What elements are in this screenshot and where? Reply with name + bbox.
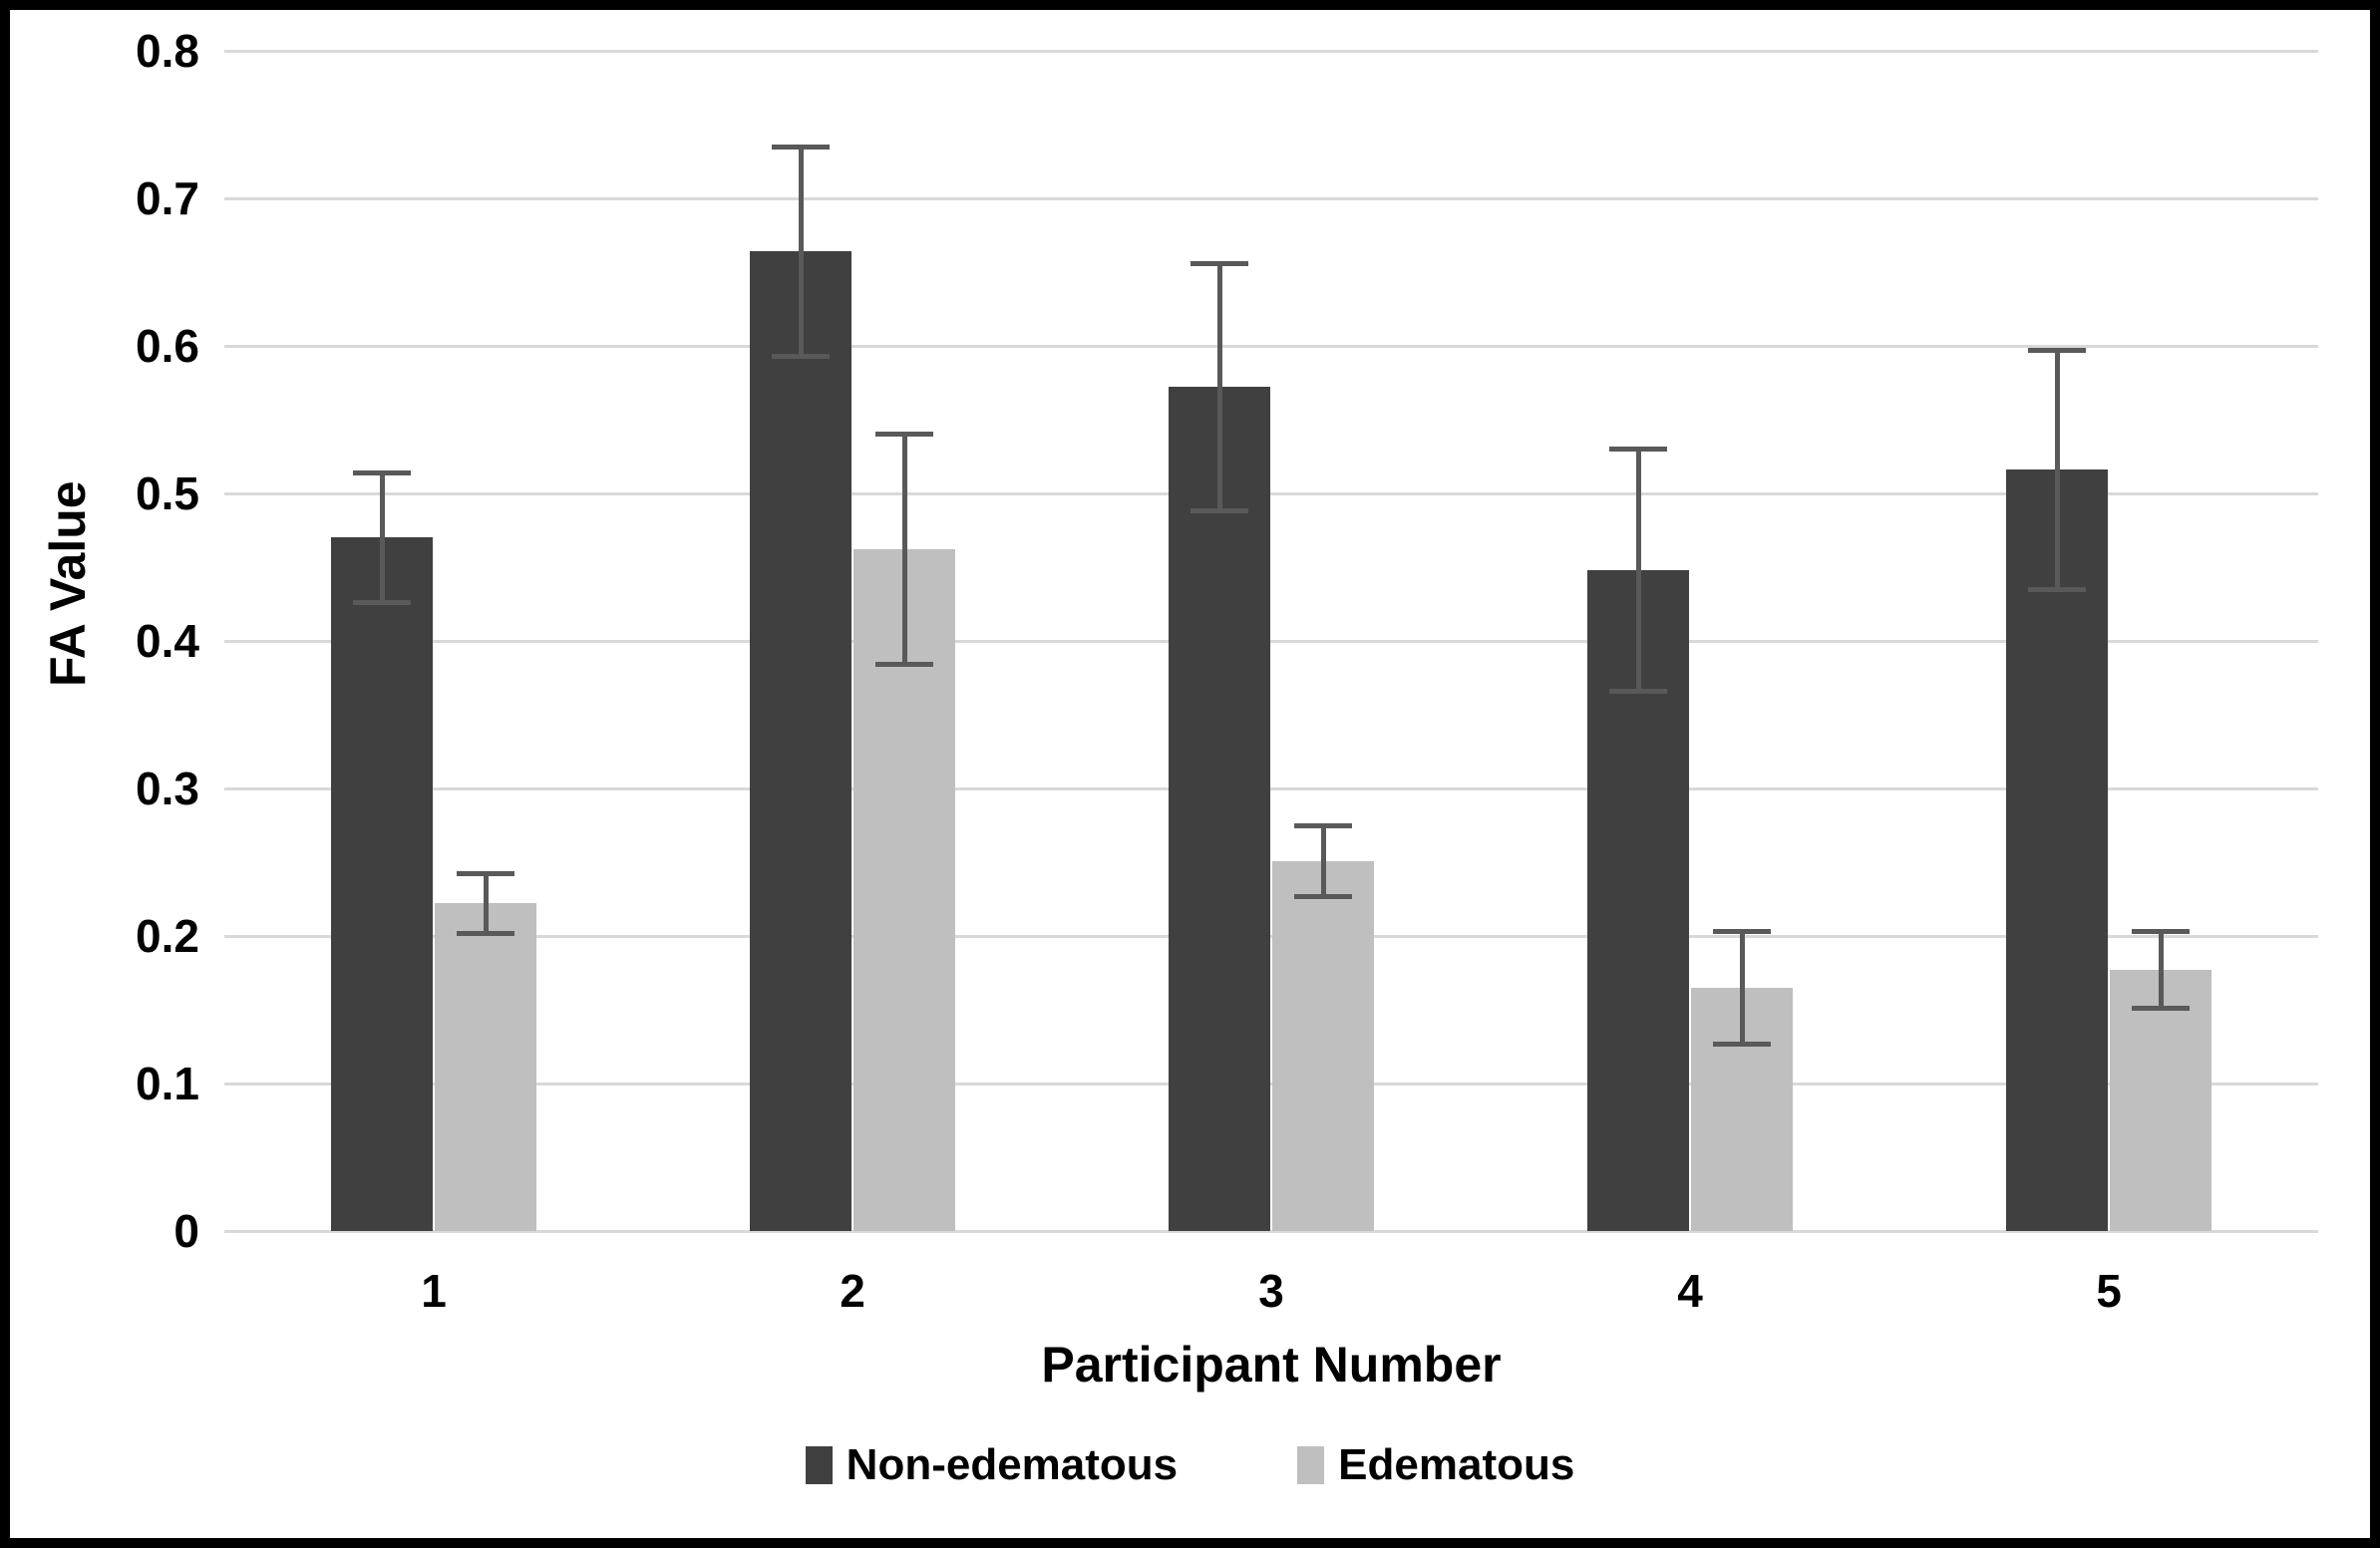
legend-label-edematous: Edematous [1338,1440,1575,1489]
error-bar-bottom-cap [772,353,830,359]
error-bar-non-edematous-participant-3 [1216,263,1222,511]
bar-edematous-participant-1 [435,903,536,1231]
error-bar-non-edematous-participant-4 [1635,449,1641,692]
error-bar-top-cap [772,144,830,150]
gridline-0.1 [224,1082,2318,1085]
gridline-0.2 [224,934,2318,938]
y-tick-label-0.1: 0.1 [136,1058,199,1109]
error-bar-top-cap [1294,822,1352,828]
y-tick-label-0.6: 0.6 [136,320,199,372]
error-bar-bottom-cap [2028,586,2086,592]
error-bar-bottom-cap [875,662,933,668]
error-bar-edematous-participant-2 [901,434,907,665]
x-tick-label-3: 3 [1258,1265,1284,1317]
plot-area [224,49,2318,1233]
y-tick-label-0.2: 0.2 [136,910,199,962]
gridline-0.6 [224,344,2318,348]
error-bar-bottom-cap [353,600,411,606]
bar-edematous-participant-5 [2110,970,2211,1231]
y-tick-label-0: 0 [173,1205,199,1257]
error-bar-top-cap [875,432,933,438]
y-tick-label-0.5: 0.5 [136,467,199,519]
gridline-0.4 [224,639,2318,643]
legend-item-non-edematous: Non-edematous [805,1440,1179,1489]
x-tick-label-1: 1 [421,1265,447,1317]
error-bar-non-edematous-participant-1 [379,472,385,603]
legend-marker-edematous [1297,1446,1325,1484]
error-bar-edematous-participant-4 [1739,931,1745,1045]
error-bar-top-cap [1609,447,1667,453]
legend-item-edematous: Edematous [1297,1443,1574,1487]
bar-non-edematous-participant-3 [1169,387,1270,1231]
bar-non-edematous-participant-1 [331,537,433,1231]
error-bar-top-cap [2132,929,2190,935]
error-bar-edematous-participant-1 [483,873,489,934]
x-axis-title: Participant Number [1041,1337,1502,1393]
error-bar-bottom-cap [1609,688,1667,694]
legend: Non-edematous Edematous [10,1443,2370,1487]
bar-edematous-participant-3 [1272,860,1374,1231]
error-bar-bottom-cap [457,930,514,936]
x-tick-label-5: 5 [2096,1265,2122,1317]
gridline-0.5 [224,491,2318,495]
error-bar-top-cap [1713,929,1771,935]
error-bar-top-cap [1190,260,1248,266]
y-tick-label-0.7: 0.7 [136,172,199,224]
error-bar-non-edematous-participant-5 [2054,350,2060,590]
error-bar-top-cap [2028,347,2086,353]
y-tick-label-0.4: 0.4 [136,615,199,667]
y-tick-label-0.3: 0.3 [136,763,199,814]
error-bar-bottom-cap [1190,508,1248,514]
gridline-0.7 [224,196,2318,200]
error-bar-top-cap [353,469,411,475]
legend-marker-non-edematous [805,1446,833,1484]
error-bar-edematous-participant-5 [2158,931,2164,1009]
bar-non-edematous-participant-5 [2006,469,2108,1231]
error-bar-edematous-participant-3 [1320,825,1326,897]
error-bar-bottom-cap [2132,1006,2190,1012]
gridline-0.3 [224,786,2318,790]
error-bar-top-cap [457,871,514,877]
error-bar-non-edematous-participant-2 [798,147,804,357]
legend-label-non-edematous: Non-edematous [846,1440,1179,1489]
x-tick-label-4: 4 [1677,1265,1703,1317]
y-tick-label-0.8: 0.8 [136,25,199,77]
gridline-0.8 [224,49,2318,53]
error-bar-bottom-cap [1294,893,1352,899]
gridline-0 [224,1229,2318,1233]
x-tick-label-2: 2 [840,1265,865,1317]
bar-non-edematous-participant-2 [750,251,851,1231]
error-bar-bottom-cap [1713,1041,1771,1047]
